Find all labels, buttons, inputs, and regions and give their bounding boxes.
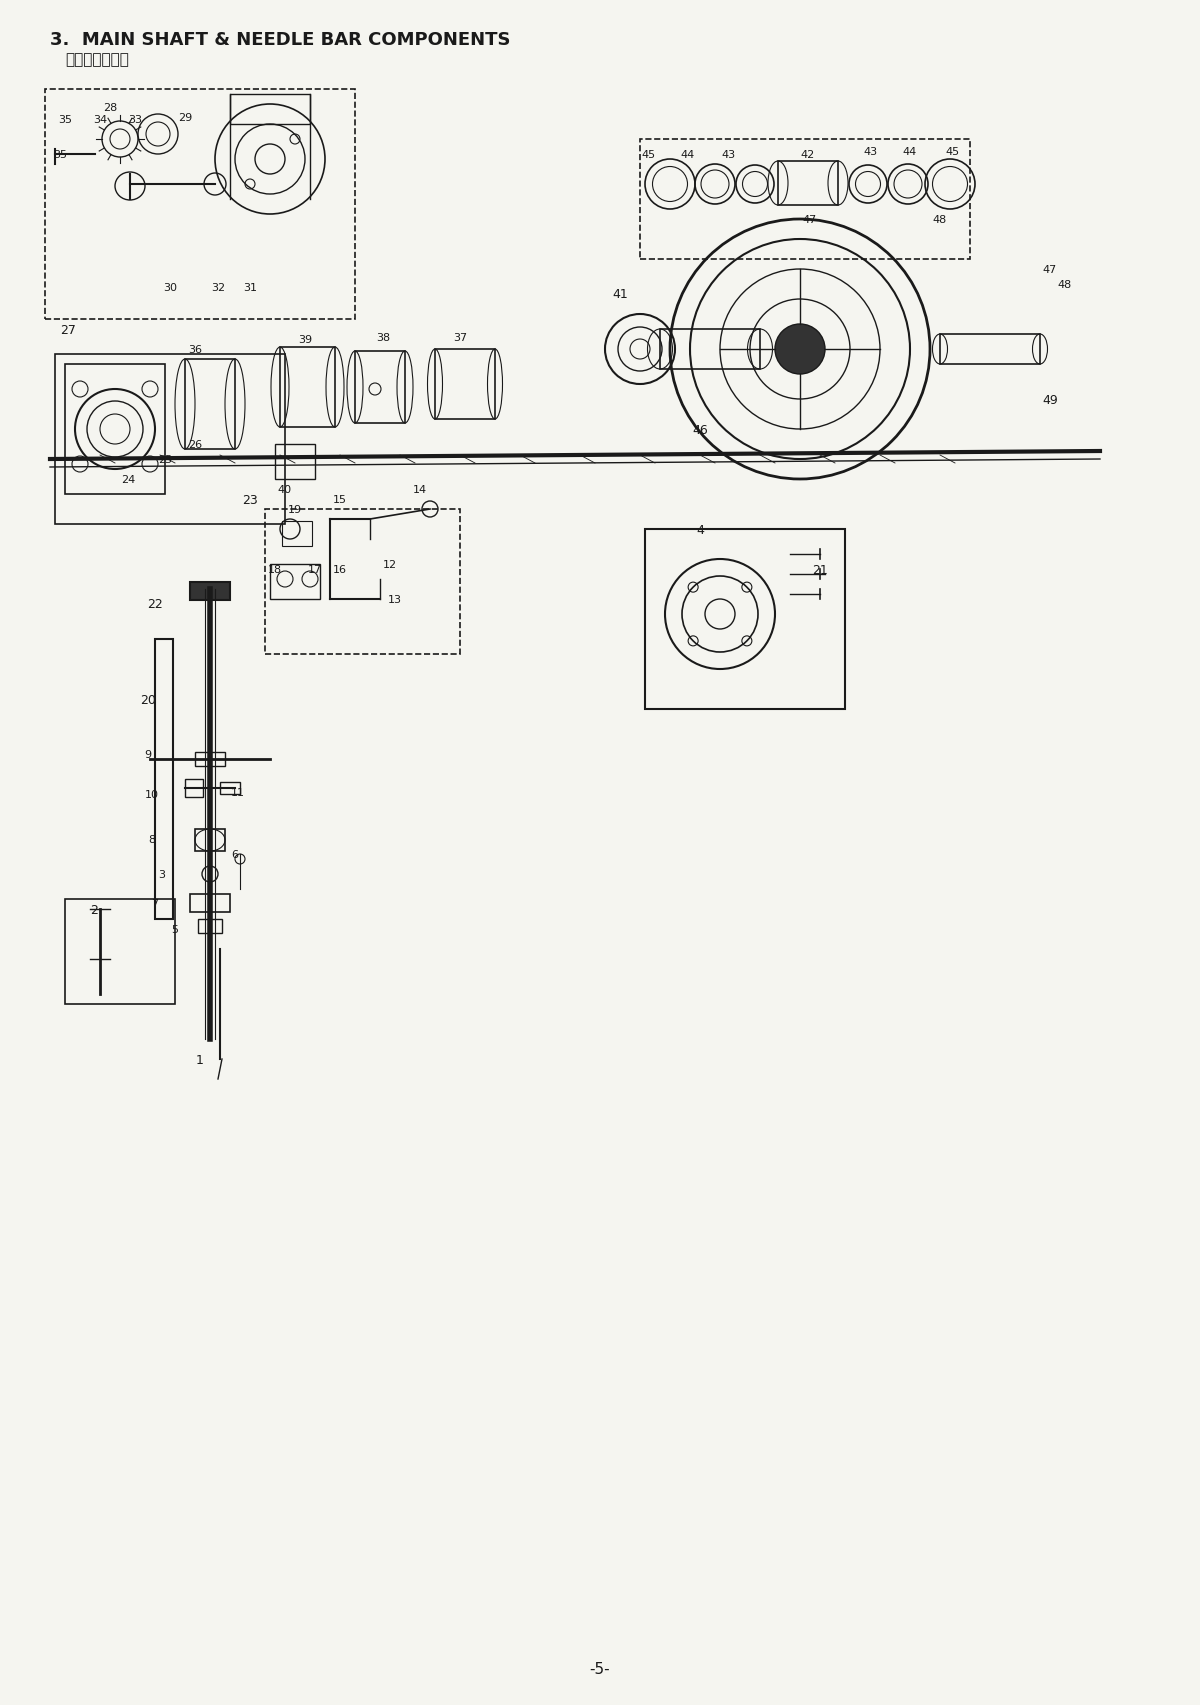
Text: 1: 1 <box>196 1054 204 1066</box>
Text: 48: 48 <box>932 215 947 225</box>
Text: 16: 16 <box>334 564 347 575</box>
Text: 24: 24 <box>121 474 136 484</box>
Text: 10: 10 <box>145 789 158 800</box>
Text: 17: 17 <box>308 564 322 575</box>
Text: 3: 3 <box>158 870 166 880</box>
Text: 47: 47 <box>1043 264 1057 275</box>
Bar <box>46 90 355 321</box>
Text: 39: 39 <box>298 334 312 344</box>
Bar <box>660 329 760 370</box>
Bar <box>65 900 175 1004</box>
Bar <box>265 510 460 655</box>
Bar <box>198 919 222 933</box>
Text: 40: 40 <box>278 484 292 494</box>
Bar <box>778 162 838 206</box>
Text: 31: 31 <box>242 283 257 293</box>
Circle shape <box>775 326 826 375</box>
Text: 25: 25 <box>158 455 172 465</box>
Text: 42: 42 <box>800 150 815 160</box>
Text: 47: 47 <box>803 215 817 225</box>
Text: 35: 35 <box>58 114 72 124</box>
Text: 44: 44 <box>902 147 917 157</box>
Bar <box>640 140 970 259</box>
Text: 19: 19 <box>288 505 302 515</box>
Text: 46: 46 <box>692 423 708 436</box>
Text: -5-: -5- <box>589 1662 611 1676</box>
Text: 43: 43 <box>863 147 877 157</box>
Text: 35: 35 <box>53 150 67 160</box>
Bar <box>190 583 230 600</box>
Text: 49: 49 <box>1042 394 1058 406</box>
Bar <box>185 360 235 450</box>
Bar <box>940 334 1040 365</box>
Text: 21: 21 <box>812 563 828 576</box>
Text: 2: 2 <box>90 904 98 916</box>
Bar <box>55 355 286 525</box>
Text: 44: 44 <box>680 150 695 160</box>
Bar <box>194 830 226 851</box>
Text: 20: 20 <box>140 694 156 706</box>
Text: 6: 6 <box>232 849 239 859</box>
Bar <box>275 445 314 479</box>
Text: 29: 29 <box>178 113 192 123</box>
Text: 12: 12 <box>383 559 397 569</box>
Text: 26: 26 <box>188 440 202 450</box>
Text: 22: 22 <box>148 598 163 610</box>
Bar <box>185 779 203 798</box>
Text: 41: 41 <box>612 288 628 302</box>
Text: 13: 13 <box>388 595 402 605</box>
Text: 11: 11 <box>230 788 245 798</box>
Bar <box>355 351 406 425</box>
Text: 37: 37 <box>452 332 467 343</box>
Text: 27: 27 <box>60 324 76 336</box>
Text: 15: 15 <box>334 494 347 505</box>
Text: 36: 36 <box>188 344 202 355</box>
Text: 4: 4 <box>696 523 704 535</box>
Bar <box>280 348 335 428</box>
Text: 43: 43 <box>721 150 736 160</box>
Text: 30: 30 <box>163 283 178 293</box>
Bar <box>270 564 320 600</box>
Bar <box>190 895 230 912</box>
Text: 34: 34 <box>92 114 107 124</box>
Bar <box>65 365 166 494</box>
Text: 23: 23 <box>242 493 258 506</box>
Bar <box>194 752 226 767</box>
Text: 14: 14 <box>413 484 427 494</box>
Text: 18: 18 <box>268 564 282 575</box>
Text: 45: 45 <box>641 150 655 160</box>
Bar <box>230 95 310 124</box>
Text: 45: 45 <box>944 147 959 157</box>
Text: 5: 5 <box>172 924 179 934</box>
Text: 7: 7 <box>151 899 158 909</box>
Text: 48: 48 <box>1058 280 1072 290</box>
Text: 32: 32 <box>211 283 226 293</box>
Text: 3.  MAIN SHAFT & NEEDLE BAR COMPONENTS: 3. MAIN SHAFT & NEEDLE BAR COMPONENTS <box>50 31 510 49</box>
Text: 33: 33 <box>128 114 142 124</box>
Bar <box>436 350 496 419</box>
Text: 9: 9 <box>144 750 151 759</box>
Text: 38: 38 <box>376 332 390 343</box>
Bar <box>646 530 845 709</box>
Bar <box>282 522 312 547</box>
Bar <box>220 783 240 795</box>
Text: 28: 28 <box>103 102 118 113</box>
Text: 8: 8 <box>149 834 156 844</box>
Bar <box>155 639 173 919</box>
Text: 上軸・针棒関係: 上軸・针棒関係 <box>65 53 128 68</box>
